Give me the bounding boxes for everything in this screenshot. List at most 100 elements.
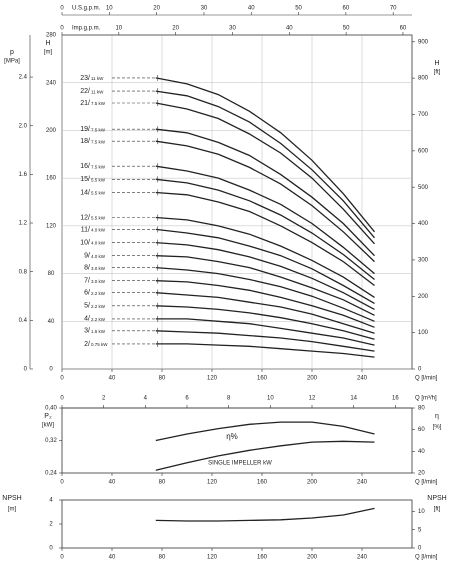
x-tick-label: 240 bbox=[357, 555, 368, 561]
curve-power: 7.5 kW bbox=[91, 164, 106, 169]
p-tick-label: 2.4 bbox=[19, 75, 28, 81]
y2-axis-title: H bbox=[434, 60, 439, 67]
curve bbox=[155, 77, 376, 233]
curve bbox=[155, 280, 375, 328]
curve-power: 3.0 kW bbox=[91, 279, 106, 284]
x-tick-label: 160 bbox=[257, 376, 268, 382]
y2-tick-label: 20 bbox=[418, 471, 425, 477]
curve-stage: 23/ bbox=[80, 75, 90, 82]
curve bbox=[155, 178, 375, 281]
flow-tick-label: 0 bbox=[60, 26, 64, 32]
p-tick-label: 1.2 bbox=[19, 221, 28, 227]
y2-tick-label: 400 bbox=[418, 221, 429, 227]
curve-stage: 2/ bbox=[84, 341, 90, 348]
curve-power: 5.5 kW bbox=[91, 178, 106, 183]
y2-tick-label: 100 bbox=[418, 330, 429, 336]
x-tick-label: 40 bbox=[109, 480, 116, 486]
p-tick-label: 0 bbox=[24, 367, 28, 373]
curve-stage: 15/ bbox=[80, 176, 90, 183]
curve bbox=[155, 266, 375, 322]
curve-stage: 5/ bbox=[84, 303, 90, 310]
flow-tick-label: 10 bbox=[106, 6, 113, 12]
y-tick-label: 0 bbox=[49, 546, 53, 552]
flow-axis-label: Imp.g.p.m. bbox=[72, 26, 101, 32]
x-tick-label: 0 bbox=[60, 555, 64, 561]
y2-tick-label: 200 bbox=[418, 294, 429, 300]
curve-stage: 14/ bbox=[80, 189, 90, 196]
flow-tick-label: 0 bbox=[60, 6, 64, 12]
curve bbox=[155, 228, 375, 304]
x-tick-label: 160 bbox=[257, 555, 268, 561]
x-tick-label: 200 bbox=[307, 376, 318, 382]
flow-tick-label: 40 bbox=[286, 26, 293, 32]
y2-axis-unit: [%] bbox=[433, 425, 442, 431]
curve bbox=[155, 255, 375, 316]
y-axis-unit: [m] bbox=[8, 507, 17, 513]
curve-power: 3.0 kW bbox=[91, 266, 106, 271]
flow-tick-label: 30 bbox=[201, 6, 208, 12]
plot-frame bbox=[61, 499, 413, 549]
curve bbox=[155, 165, 375, 275]
curve bbox=[155, 507, 375, 522]
curve-power: 2.2 kW bbox=[91, 304, 106, 309]
curve bbox=[155, 440, 375, 471]
y-tick-label: 200 bbox=[46, 128, 57, 134]
curve-stage: 22/ bbox=[80, 88, 90, 95]
y-tick-label: 80 bbox=[48, 271, 55, 277]
curve bbox=[155, 140, 375, 263]
flow-tick-label: 60 bbox=[400, 26, 407, 32]
y2-tick-label: 80 bbox=[418, 406, 425, 412]
x-axis-label: Q [l/min] bbox=[415, 555, 438, 561]
y2-axis-unit: [ft] bbox=[434, 507, 441, 513]
y2-tick-label: 900 bbox=[418, 39, 429, 45]
y-tick-label: 0,40 bbox=[45, 406, 57, 412]
flow-tick-label: 10 bbox=[267, 396, 274, 402]
y-tick-label: 40 bbox=[48, 319, 55, 325]
curve-stage: 18/ bbox=[80, 138, 90, 145]
y2-tick-label: 300 bbox=[418, 258, 429, 264]
y2-tick-label: 60 bbox=[418, 427, 425, 433]
y-tick-label: 240 bbox=[46, 80, 57, 86]
flow-tick-label: 12 bbox=[309, 396, 316, 402]
curve bbox=[155, 318, 375, 346]
y2-tick-label: 800 bbox=[418, 76, 429, 82]
flow-tick-label: 70 bbox=[390, 6, 397, 12]
curve-stage: 7/ bbox=[84, 278, 90, 285]
y-axis-title: NPSH bbox=[2, 495, 21, 502]
x-tick-label: 120 bbox=[207, 480, 218, 486]
y-tick-label: 2 bbox=[49, 522, 53, 528]
x-tick-label: 80 bbox=[159, 480, 166, 486]
p-tick-label: 2.0 bbox=[19, 123, 28, 129]
y2-tick-label: 40 bbox=[418, 449, 425, 455]
curve bbox=[155, 241, 375, 310]
curve-stage: 19/ bbox=[80, 126, 90, 133]
flow-tick-label: 20 bbox=[153, 6, 160, 12]
curve-power: 11 kW bbox=[91, 89, 104, 94]
curve-power: 4.0 kW bbox=[91, 241, 106, 246]
curve-stage: 11/ bbox=[81, 226, 90, 233]
p-tick-label: 0.8 bbox=[19, 269, 28, 275]
curve-power: 4.0 kW bbox=[91, 254, 106, 259]
y-tick-label: 0,24 bbox=[45, 471, 57, 477]
curve bbox=[155, 102, 375, 245]
y-tick-label: 4 bbox=[49, 498, 53, 504]
x-tick-label: 160 bbox=[257, 480, 268, 486]
x-axis-label: Q [l/min] bbox=[415, 480, 438, 486]
y-tick-label: 160 bbox=[46, 176, 57, 182]
curve bbox=[155, 191, 375, 287]
flow-tick-label: 4 bbox=[144, 396, 148, 402]
curve-power: 5.5 kW bbox=[91, 216, 106, 221]
curve bbox=[155, 421, 375, 442]
p-axis-unit: [MPa] bbox=[4, 59, 20, 65]
x-tick-label: 120 bbox=[207, 376, 218, 382]
flow-tick-label: 50 bbox=[343, 26, 350, 32]
x-tick-label: 80 bbox=[159, 555, 166, 561]
y-axis-title: H bbox=[45, 40, 50, 47]
curve-stage: 9/ bbox=[84, 253, 90, 260]
y-tick-label: 0,32 bbox=[45, 438, 57, 444]
x-tick-label: 40 bbox=[109, 376, 116, 382]
curve bbox=[155, 292, 375, 334]
flow-tick-label: 40 bbox=[248, 6, 255, 12]
x-tick-label: 120 bbox=[207, 555, 218, 561]
flow-tick-label: 50 bbox=[295, 6, 302, 12]
